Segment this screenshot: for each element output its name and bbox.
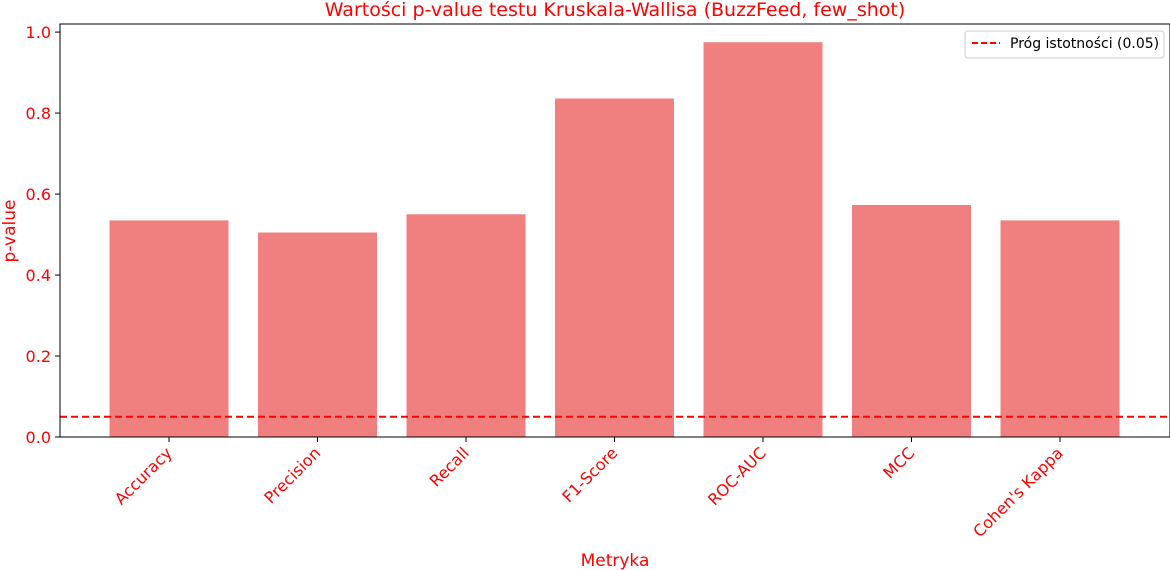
bar-precision (258, 232, 377, 437)
x-tick-label: F1-Score (558, 443, 621, 506)
x-ticks: Accuracy Precision Recall F1-Score ROC-AUC MC… (111, 437, 1067, 541)
y-tick-label: 0.8 (26, 104, 51, 123)
bar-f1-score (555, 98, 674, 438)
x-tick-label: Precision (260, 443, 324, 507)
chart-title: Wartości p-value testu Kruskala-Wallisa … (325, 0, 906, 21)
x-axis-title: Metryka (581, 551, 650, 570)
bar-accuracy (109, 220, 229, 437)
x-tick-label: Cohen's Kappa (969, 443, 1067, 541)
x-tick-label: Recall (426, 443, 473, 490)
y-axis-title: p-value (0, 200, 20, 263)
x-tick-label: ROC-AUC (704, 443, 770, 509)
y-tick-label: 0.6 (26, 185, 51, 204)
y-tick-label: 0.2 (26, 347, 51, 366)
y-tick-label: 0.0 (26, 428, 51, 447)
bar-cohen-s-kappa (1000, 220, 1120, 437)
bar-recall (406, 214, 526, 437)
legend-box (964, 30, 1165, 59)
x-tick-label: Accuracy (111, 443, 176, 508)
y-tick-label: 1.0 (26, 23, 51, 42)
legend-threshold-label: Próg istotności (0.05) (1010, 36, 1159, 52)
legend: Próg istotności (0.05) (964, 30, 1165, 59)
bars-layer (109, 42, 1120, 438)
bar-mcc (852, 204, 971, 437)
y-tick-label: 0.4 (26, 266, 51, 285)
bar-roc-auc (703, 42, 823, 438)
x-tick-label: MCC (879, 443, 918, 482)
y-ticks: 0.0 0.2 0.4 0.6 0.8 1.0 (26, 23, 60, 447)
